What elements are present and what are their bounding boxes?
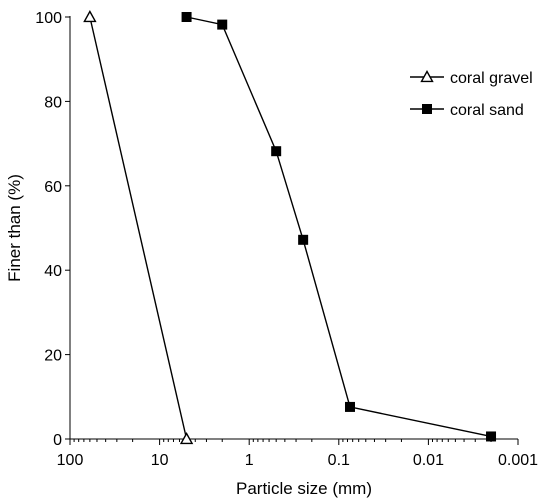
y-axis-title: Finer than (%) xyxy=(5,174,24,282)
y-tick-label: 40 xyxy=(44,263,62,280)
legend-label: coral sand xyxy=(450,102,524,119)
series-line xyxy=(186,16,492,438)
y-tick-label: 80 xyxy=(44,94,62,111)
legend-item: coral sand xyxy=(410,102,524,119)
data-point xyxy=(298,234,309,245)
y-tick-label: 60 xyxy=(44,179,62,196)
data-point xyxy=(217,19,228,30)
data-point xyxy=(181,12,192,22)
x-tick-label: 0.001 xyxy=(498,452,538,469)
series-layer xyxy=(83,10,497,445)
x-tick-label: 0.01 xyxy=(413,452,444,469)
y-tick-label: 100 xyxy=(35,10,62,27)
x-tick-label: 100 xyxy=(57,452,84,469)
data-point xyxy=(344,401,355,412)
x-tick-label: 10 xyxy=(151,452,169,469)
series-line xyxy=(89,16,188,440)
legend: coral gravel coral sand xyxy=(410,70,533,119)
data-point xyxy=(271,146,282,157)
legend-label: coral gravel xyxy=(450,70,533,87)
legend-marker xyxy=(420,70,434,83)
legend-item: coral gravel xyxy=(410,70,533,87)
legend-marker xyxy=(422,104,432,114)
x-tick-label: 0.1 xyxy=(328,452,350,469)
data-point xyxy=(179,432,194,445)
x-axis-title: Particle size (mm) xyxy=(236,479,372,498)
y-tick-label: 20 xyxy=(44,348,62,365)
data-point xyxy=(83,10,97,23)
y-tick-label: 0 xyxy=(53,432,62,449)
x-tick-label: 1 xyxy=(245,452,254,469)
series-coral-gravel xyxy=(83,10,194,445)
data-point xyxy=(486,431,497,442)
axes: 0 20 40 60 80 100 100 10 1 0.1 0.01 0.001 xyxy=(35,10,538,469)
series-coral-sand xyxy=(181,12,497,442)
